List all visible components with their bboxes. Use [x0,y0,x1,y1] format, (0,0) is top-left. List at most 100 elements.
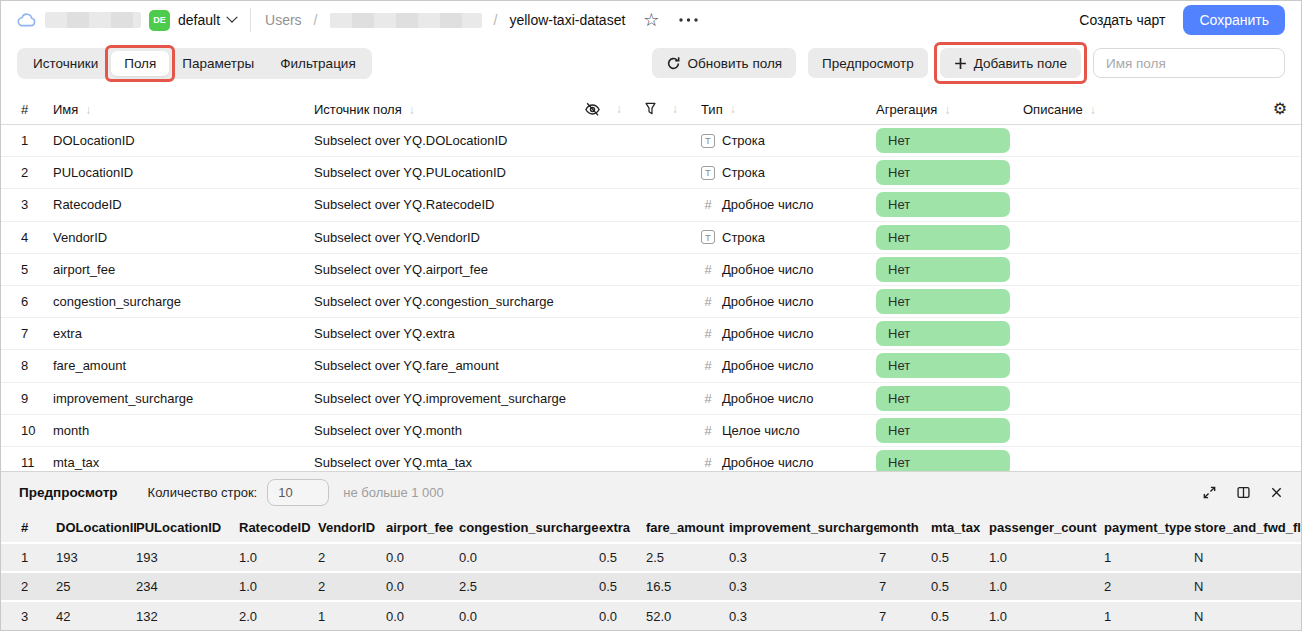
field-row-number: 5 [1,262,53,277]
field-row-number: 9 [1,391,53,406]
aggregation-select[interactable]: Нет [876,128,1010,153]
aggregation-select[interactable]: Нет [876,321,1010,346]
breadcrumb-root[interactable]: Users [265,12,302,28]
column-header-aggregation[interactable]: Агрегация↓ [876,102,1023,117]
split-view-icon[interactable] [1236,485,1251,500]
field-row[interactable]: 8 fare_amount Subselect over YQ.fare_amo… [1,350,1301,382]
field-row[interactable]: 10 month Subselect over YQ.month # Целое… [1,415,1301,447]
field-row[interactable]: 4 VendorID Subselect over YQ.VendorID T … [1,222,1301,254]
field-source: Subselect over YQ.congestion_surcharge [314,294,584,309]
field-type-cell[interactable]: # Дробное число [701,391,876,406]
close-preview-icon[interactable] [1270,486,1283,499]
preview-cell: 1.0 [239,572,318,601]
field-name[interactable]: extra [53,326,314,341]
field-type-label: Дробное число [722,294,813,309]
field-type-cell[interactable]: T Строка [701,230,876,245]
row-count-hint: не больше 1 000 [343,485,444,500]
row-count-input[interactable] [267,479,329,506]
tab-sources[interactable]: Источники [20,51,111,76]
field-row[interactable]: 3 RatecodeID Subselect over YQ.RatecodeI… [1,189,1301,221]
preview-column-header: congestion_surcharge [459,513,599,543]
preview-toggle-button[interactable]: Предпросмотр [808,48,928,78]
column-header-name[interactable]: Имя ↓ [53,102,314,117]
create-chart-button[interactable]: Создать чарт [1079,12,1165,28]
more-actions-icon[interactable] [679,18,698,22]
field-type-label: Строка [722,165,765,180]
tab-fields[interactable]: Поля [111,51,169,76]
field-row[interactable]: 7 extra Subselect over YQ.extra # Дробно… [1,318,1301,350]
column-header-source-label: Источник поля [314,102,402,117]
field-name[interactable]: mta_tax [53,455,314,470]
field-name-input[interactable] [1093,48,1285,78]
field-type-cell[interactable]: # Целое число [701,423,876,438]
aggregation-select[interactable]: Нет [876,418,1010,443]
field-type-label: Целое число [722,423,800,438]
field-name[interactable]: improvement_surcharge [53,391,314,406]
preview-cell: 3 [1,601,56,630]
field-name[interactable]: fare_amount [53,358,314,373]
breadcrumb-separator: / [314,12,318,28]
field-source: Subselect over YQ.improvement_surcharge [314,391,584,406]
preview-cell: 1 [1,543,56,572]
field-name[interactable]: congestion_surcharge [53,294,314,309]
field-row[interactable]: 1 DOLocationID Subselect over YQ.DOLocat… [1,125,1301,157]
number-type-icon: # [701,358,715,373]
field-type-cell[interactable]: # Дробное число [701,358,876,373]
sort-arrow-icon: ↓ [85,103,91,117]
field-type-cell[interactable]: # Дробное число [701,197,876,212]
field-type-cell[interactable]: T Строка [701,165,876,180]
field-type-cell[interactable]: # Дробное число [701,455,876,470]
field-name[interactable]: PULocationID [53,165,314,180]
aggregation-select[interactable]: Нет [876,386,1010,411]
field-name[interactable]: VendorID [53,230,314,245]
aggregation-select[interactable]: Нет [876,225,1010,250]
chevron-down-icon[interactable] [226,12,237,23]
aggregation-select[interactable]: Нет [876,192,1010,217]
column-header-type[interactable]: Тип↓ [701,102,876,117]
aggregation-select[interactable]: Нет [876,289,1010,314]
add-field-button[interactable]: Добавить поле [940,48,1081,78]
tab-filtering[interactable]: Фильтрация [267,51,368,76]
preview-cell: 0.5 [931,572,989,601]
environment-name[interactable]: default [178,12,220,28]
preview-column-header: RatecodeID [239,513,318,543]
tab-parameters[interactable]: Параметры [169,51,267,76]
star-favorite-icon[interactable]: ☆ [643,11,659,29]
field-type-cell[interactable]: T Строка [701,133,876,148]
sort-arrow-icon: ↓ [1090,103,1096,117]
expand-preview-icon[interactable] [1202,485,1217,500]
field-name[interactable]: RatecodeID [53,197,314,212]
field-type-cell[interactable]: # Дробное число [701,294,876,309]
field-name[interactable]: month [53,423,314,438]
field-row[interactable]: 6 congestion_surcharge Subselect over YQ… [1,286,1301,318]
sort-arrow-icon: ↓ [944,103,950,117]
field-name[interactable]: DOLocationID [53,133,314,148]
preview-cell: N [1194,543,1302,572]
field-name[interactable]: airport_fee [53,262,314,277]
field-row-number: 1 [1,133,53,148]
column-header-name-label: Имя [53,102,78,117]
preview-cell: 0.3 [729,572,879,601]
field-row[interactable]: 9 improvement_surcharge Subselect over Y… [1,383,1301,415]
aggregation-select[interactable]: Нет [876,257,1010,282]
column-header-visibility[interactable]: ↓ [584,101,644,118]
preview-cell: 2 [318,543,386,572]
table-settings-gear-icon[interactable]: ⚙ [1273,101,1287,117]
preview-panel: Предпросмотр Количество строк: не больше… [1,471,1301,630]
column-header-description[interactable]: Описание↓ [1023,102,1265,117]
refresh-fields-button[interactable]: Обновить поля [652,48,797,78]
aggregation-select[interactable]: Нет [876,160,1010,185]
field-row[interactable]: 5 airport_fee Subselect over YQ.airport_… [1,254,1301,286]
column-header-filter[interactable]: ↓ [644,101,701,117]
preview-column-header: extra [599,513,646,543]
column-header-source[interactable]: Источник поля↓ [314,102,584,117]
field-row[interactable]: 2 PULocationID Subselect over YQ.PULocat… [1,157,1301,189]
preview-column-header: month [879,513,931,543]
field-type-cell[interactable]: # Дробное число [701,262,876,277]
field-type-label: Дробное число [722,391,813,406]
field-source: Subselect over YQ.DOLocationID [314,133,584,148]
field-type-cell[interactable]: # Дробное число [701,326,876,341]
save-button[interactable]: Сохранить [1183,5,1285,35]
preview-cell: 25 [56,572,136,601]
aggregation-select[interactable]: Нет [876,353,1010,378]
